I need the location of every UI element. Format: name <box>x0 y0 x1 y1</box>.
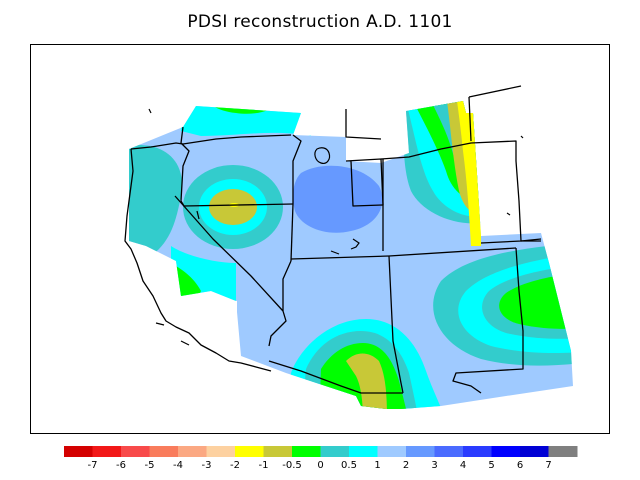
legend-swatch <box>406 446 435 457</box>
legend-swatch <box>349 446 378 457</box>
legend-swatch <box>548 446 578 457</box>
legend-tick-label: 7 <box>545 460 551 471</box>
legend-swatch <box>263 446 293 457</box>
az-mexico-border <box>268 360 403 394</box>
lake-ne <box>506 212 511 216</box>
legend-swatch <box>206 446 236 457</box>
az-nm-border <box>388 255 404 394</box>
legend-tick-label: -4 <box>173 460 183 471</box>
channel-island-1 <box>155 322 165 326</box>
great-salt-lake <box>314 147 331 164</box>
map-title: PDSI reconstruction A.D. 1101 <box>187 12 453 32</box>
legend-tick-label: -6 <box>116 460 126 471</box>
legend-swatch <box>149 446 179 457</box>
wy-mt-border <box>380 140 541 242</box>
legend-tick-label: -0.5 <box>282 460 302 471</box>
legend-tick-label: 2 <box>403 460 409 471</box>
nv-ut-border <box>290 203 294 262</box>
legend-tick-label: -7 <box>88 460 98 471</box>
lake-powell <box>350 238 360 250</box>
legend-tick-label: 4 <box>460 460 466 471</box>
pdsi-map <box>101 85 573 421</box>
legend-tick-label: 1 <box>374 460 380 471</box>
channel-island-2 <box>180 340 190 346</box>
mt-north <box>468 85 522 98</box>
coastline <box>124 148 272 372</box>
boundaries <box>124 85 542 394</box>
legend-swatch <box>320 446 350 457</box>
legend-swatch <box>64 446 93 457</box>
legend-tick-label: 0.5 <box>341 460 357 471</box>
legend-tick-label: 0 <box>317 460 323 471</box>
legend-tick-label: -1 <box>259 460 269 471</box>
island-north <box>148 108 152 114</box>
map-frame <box>30 44 610 434</box>
legend-tick-label: 3 <box>431 460 437 471</box>
legend-tick-label: -5 <box>145 460 155 471</box>
legend-tick-label: 5 <box>488 460 494 471</box>
legend-tick-label: -2 <box>230 460 240 471</box>
legend-tick-label: 6 <box>517 460 523 471</box>
ut-az-border <box>290 255 390 260</box>
legend-swatch <box>463 446 492 457</box>
legend-swatch <box>92 446 122 457</box>
field-nevada-olive <box>209 189 257 225</box>
water-features <box>148 108 524 346</box>
field-west-teal <box>129 141 182 256</box>
id-east-border <box>292 134 302 204</box>
legend-swatch <box>377 446 407 457</box>
mt-sd-border <box>468 96 472 142</box>
field-utah-blue <box>293 165 383 233</box>
island-east <box>520 135 524 139</box>
or-wa-border <box>130 134 292 150</box>
no-data-pacific <box>101 247 291 421</box>
lake-tahoe <box>196 210 200 220</box>
legend-swatch <box>491 446 521 457</box>
legend-swatch <box>178 446 207 457</box>
nm-east-border <box>452 247 524 394</box>
legend-swatch <box>235 446 264 457</box>
legend-swatch <box>434 446 464 457</box>
id-west-border <box>180 126 190 207</box>
field-plains-green <box>499 271 573 329</box>
id-south-border <box>183 203 294 207</box>
legend-swatch <box>292 446 321 457</box>
ne-border <box>480 238 542 244</box>
nv-az-border <box>282 260 292 311</box>
lake-mead <box>330 250 340 255</box>
legend-swatch <box>121 446 150 457</box>
co-south <box>388 247 517 257</box>
legend-swatch <box>520 446 549 457</box>
field-south-olive <box>346 353 387 409</box>
legend-tick-label: -3 <box>202 460 212 471</box>
id-mt-border <box>345 109 382 140</box>
